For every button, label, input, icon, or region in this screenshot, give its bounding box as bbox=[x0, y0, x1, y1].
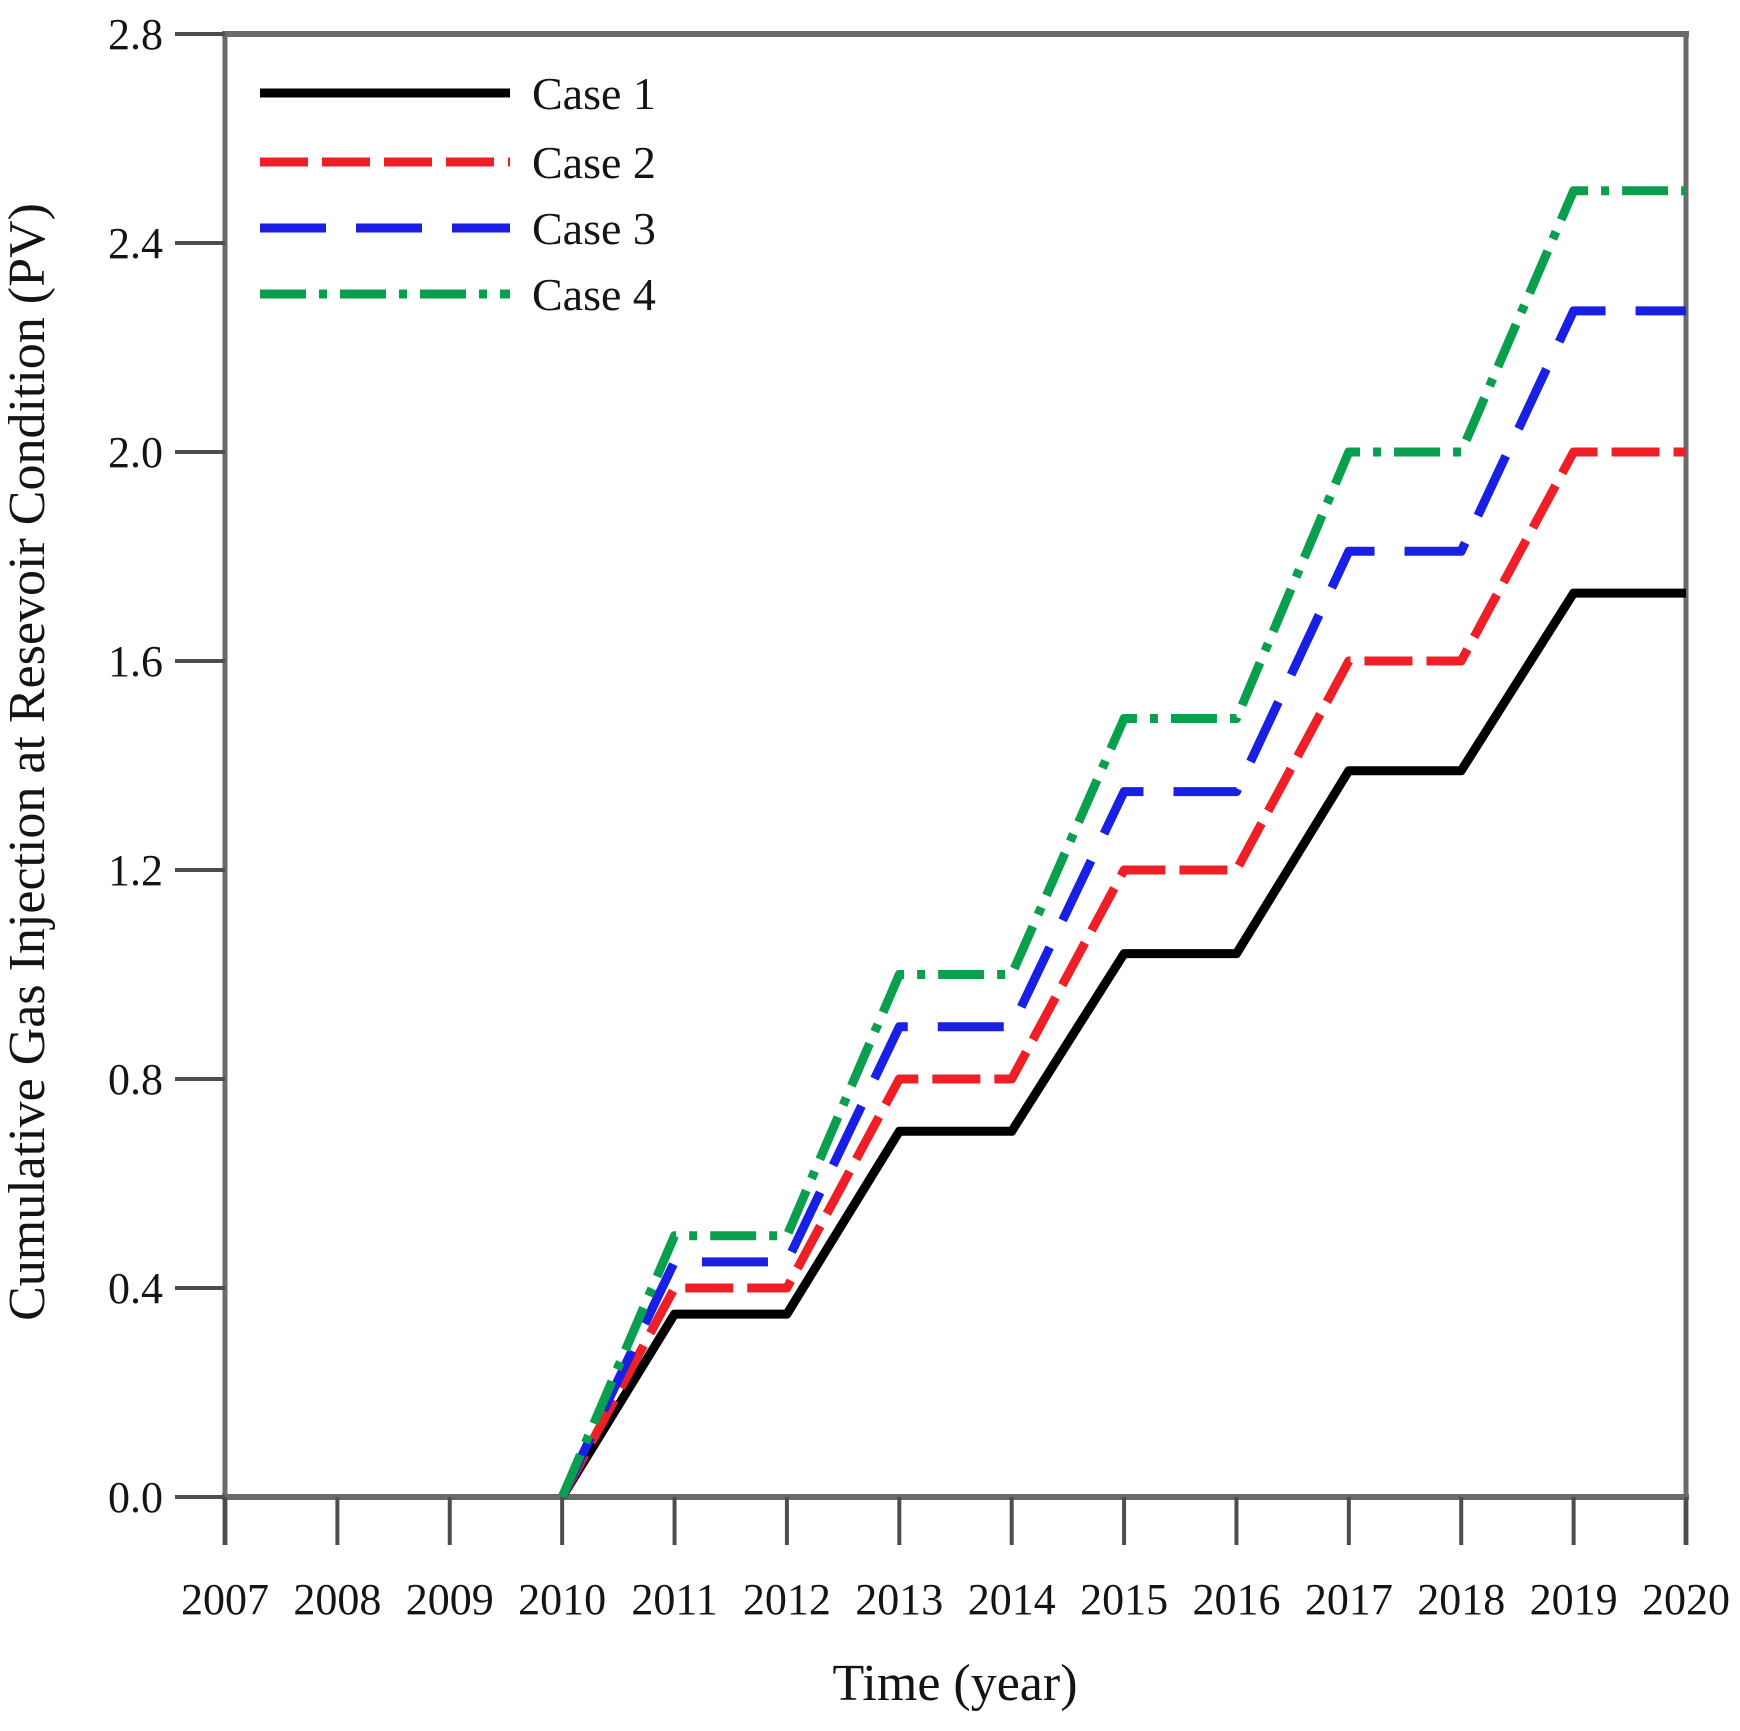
y-tick-label-0.8: 0.8 bbox=[108, 1055, 163, 1104]
x-tick-label-2019: 2019 bbox=[1530, 1575, 1618, 1624]
legend-label-case-4: Case 4 bbox=[532, 269, 656, 320]
y-tick-label-2.8: 2.8 bbox=[108, 10, 163, 59]
x-tick-label-2016: 2016 bbox=[1192, 1575, 1280, 1624]
x-tick-label-2010: 2010 bbox=[518, 1575, 606, 1624]
x-tick-label-2007: 2007 bbox=[181, 1575, 269, 1624]
y-tick-label-0.4: 0.4 bbox=[108, 1264, 163, 1313]
series-line-case-4 bbox=[558, 186, 1686, 1499]
legend-label-case-1: Case 1 bbox=[532, 68, 656, 119]
y-axis-title: Cumulative Gas Injection at Resevoir Con… bbox=[0, 203, 56, 1321]
x-tick-label-2009: 2009 bbox=[406, 1575, 494, 1624]
y-tick-label-1.6: 1.6 bbox=[108, 637, 163, 686]
legend-label-case-2: Case 2 bbox=[532, 137, 656, 188]
chart-generated-layer: 2007 2008 2009 2010 2011 2012 2013 2014 2015 2016… bbox=[108, 10, 1730, 1624]
legend: Case 1 Case 2 Case 3 Case 4 bbox=[532, 68, 656, 320]
x-tick-label-2018: 2018 bbox=[1417, 1575, 1505, 1624]
x-tick-label-2020: 2020 bbox=[1642, 1575, 1730, 1624]
x-tick-label-2013: 2013 bbox=[855, 1575, 943, 1624]
x-tick-label-2015: 2015 bbox=[1080, 1575, 1168, 1624]
series-line-case-3 bbox=[558, 306, 1686, 1499]
x-tick-label-2008: 2008 bbox=[293, 1575, 381, 1624]
legend-label-case-3: Case 3 bbox=[532, 203, 656, 254]
series-line-case-2 bbox=[558, 447, 1686, 1500]
series-line-case-1 bbox=[558, 588, 1686, 1500]
x-tick-label-2011: 2011 bbox=[631, 1575, 717, 1624]
x-tick-label-2012: 2012 bbox=[743, 1575, 831, 1624]
y-tick-label-2.0: 2.0 bbox=[108, 428, 163, 477]
x-tick-label-2017: 2017 bbox=[1305, 1575, 1393, 1624]
x-axis-title: Time (year) bbox=[832, 1655, 1077, 1712]
y-tick-label-1.2: 1.2 bbox=[108, 846, 163, 895]
y-tick-label-2.4: 2.4 bbox=[108, 219, 163, 268]
y-tick-label-0.0: 0.0 bbox=[108, 1473, 163, 1522]
x-tick-label-2014: 2014 bbox=[968, 1575, 1056, 1624]
